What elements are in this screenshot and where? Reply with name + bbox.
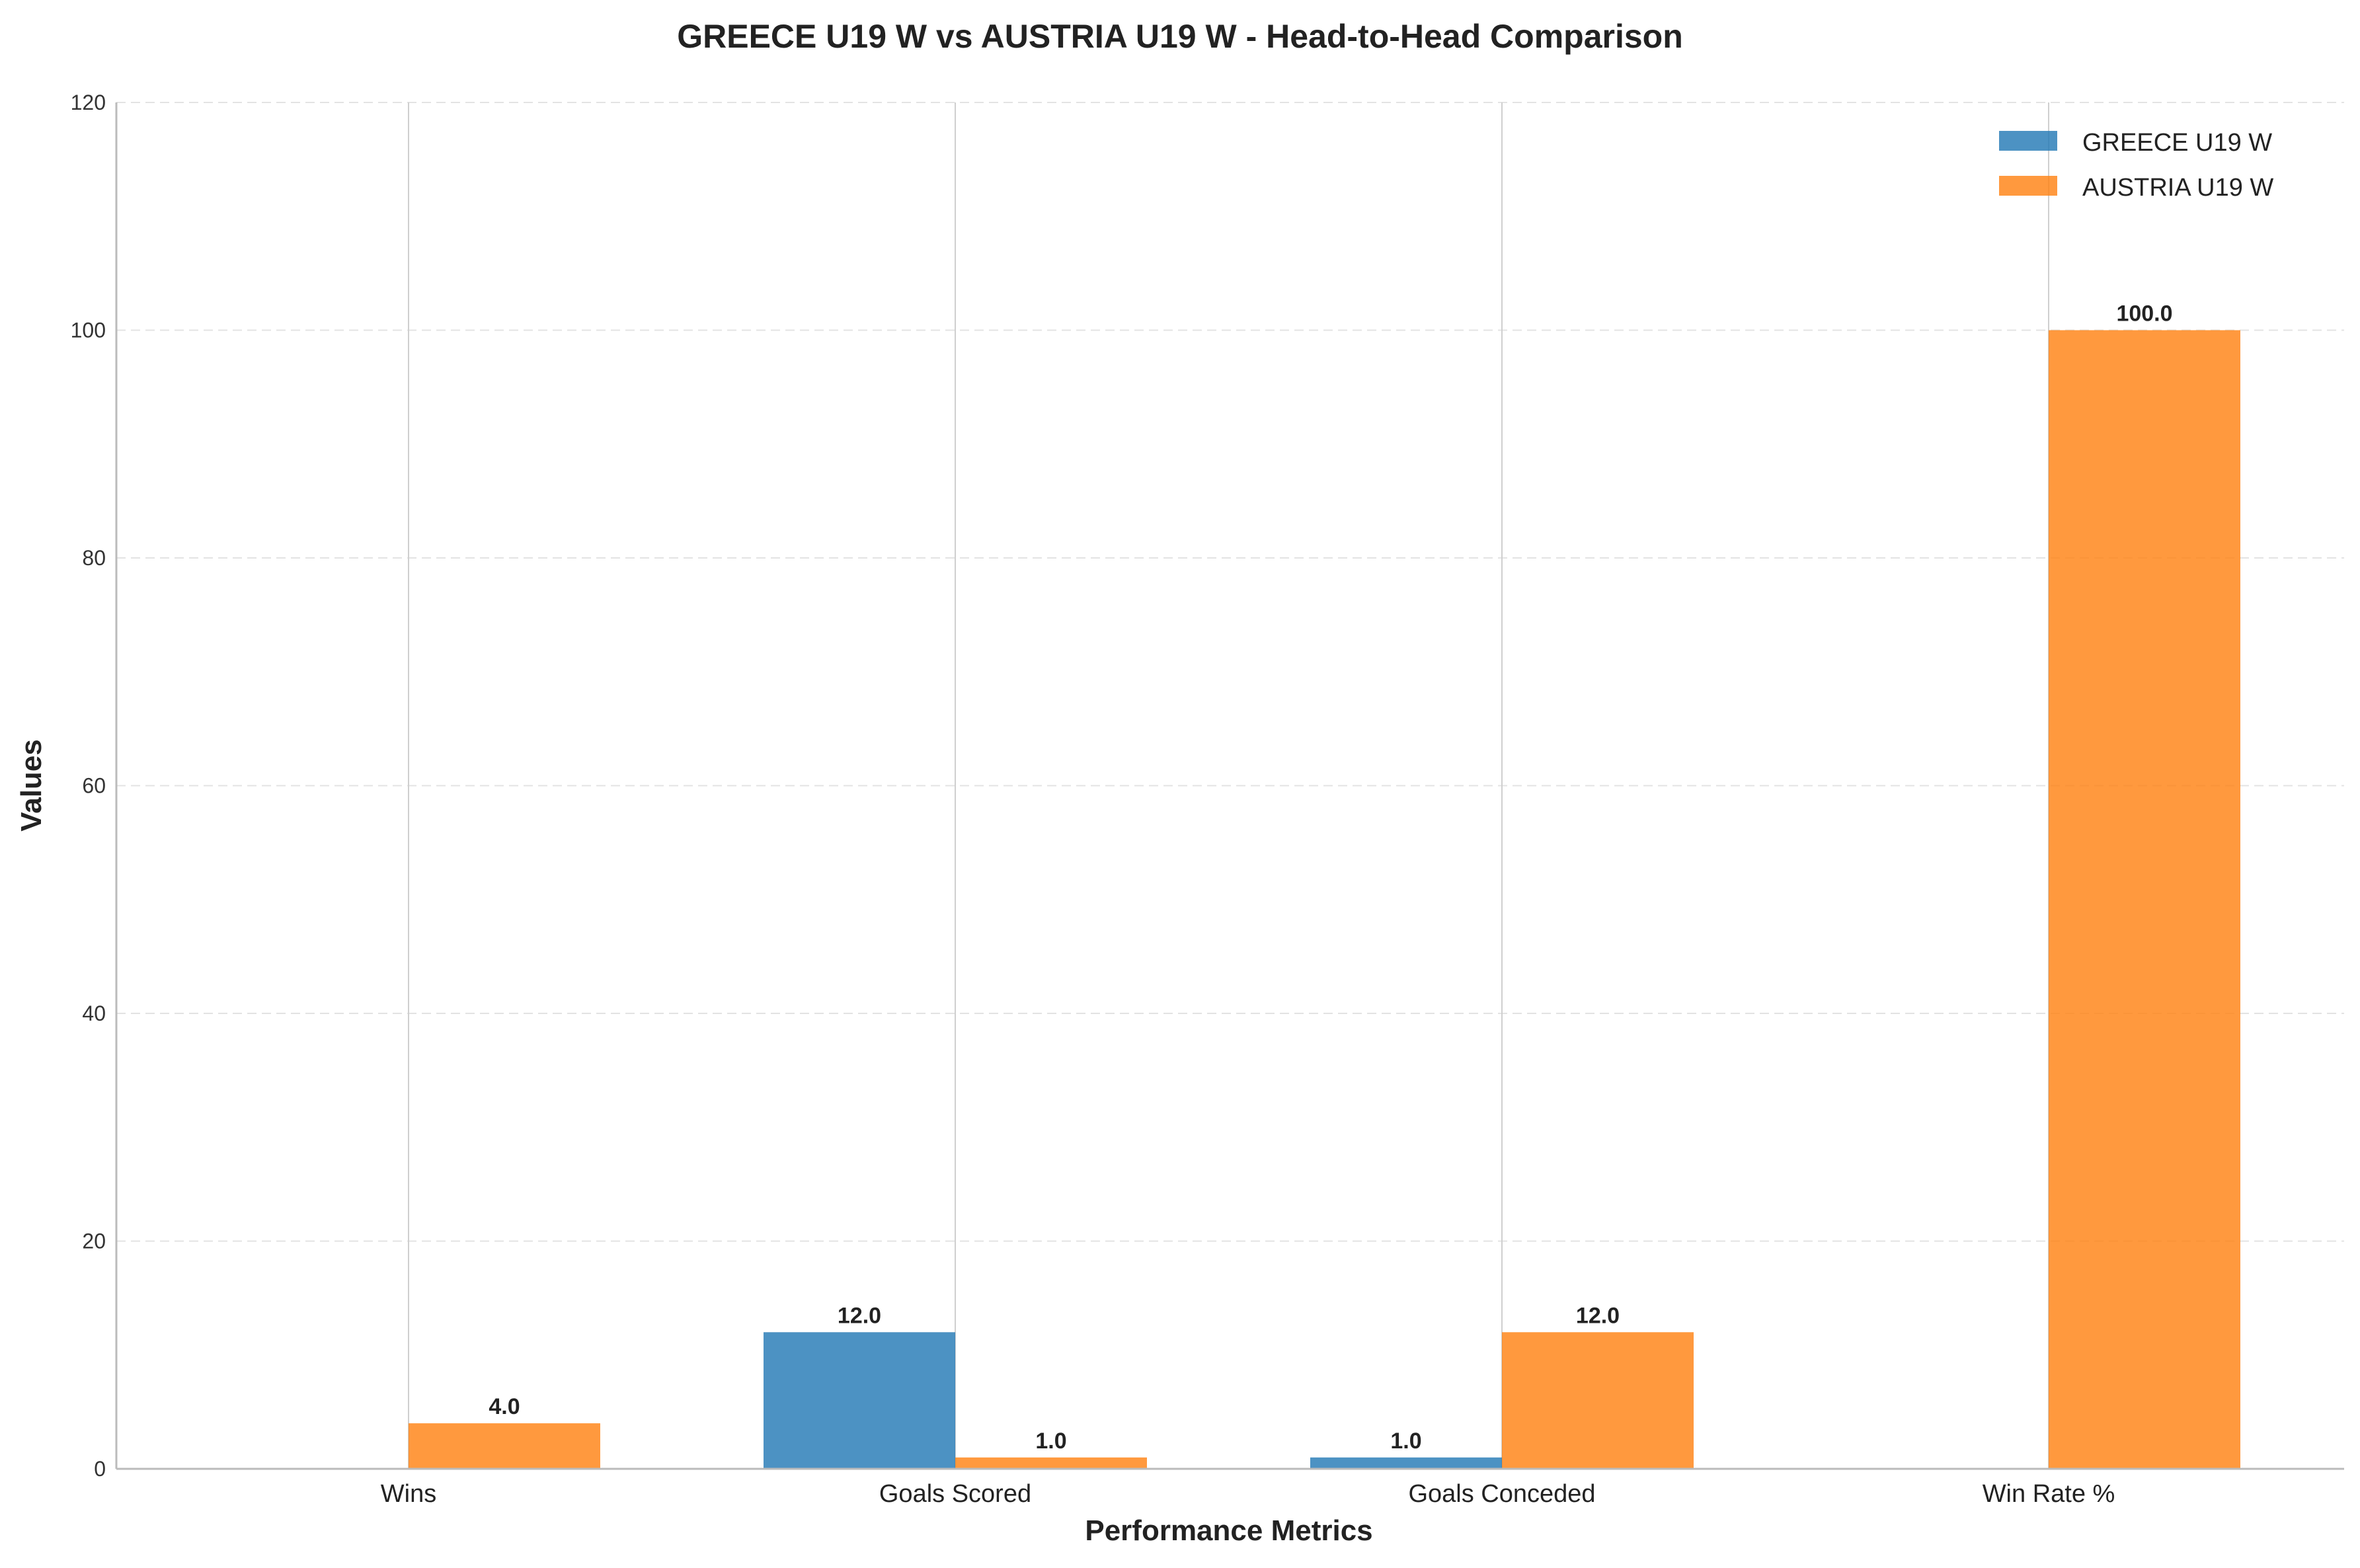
grid-lines (116, 102, 2344, 1242)
bar (1502, 1332, 1694, 1469)
data-label: 4.0 (489, 1394, 520, 1419)
bar (955, 1457, 1147, 1469)
y-tick-label: 100 (71, 319, 106, 342)
bar (409, 1423, 600, 1469)
x-tick-label: Win Rate % (1983, 1480, 2115, 1508)
legend-label-greece: GREECE U19 W (2082, 129, 2272, 157)
y-tick-label: 80 (82, 546, 106, 570)
data-label: 1.0 (1035, 1429, 1066, 1454)
y-tick-label: 60 (82, 774, 106, 798)
chart-title: GREECE U19 W vs AUSTRIA U19 W - Head-to-… (677, 18, 1683, 55)
y-tick-label: 0 (94, 1457, 106, 1481)
y-tick-labels: 0 20 40 60 80 100 120 (71, 91, 106, 1481)
bars (409, 330, 2240, 1469)
data-label: 12.0 (1576, 1303, 1620, 1328)
legend-label-austria: AUSTRIA U19 W (2082, 174, 2273, 202)
y-tick-label: 20 (82, 1230, 106, 1253)
x-axis-title: Performance Metrics (1085, 1514, 1372, 1547)
y-axis-title: Values (15, 739, 48, 831)
y-tick-label: 40 (82, 1001, 106, 1025)
x-tick-labels: Wins Goals Scored Goals Conceded Win Rate % (381, 1480, 2115, 1508)
data-label: 1.0 (1390, 1429, 1421, 1454)
data-labels: 12.0 1.0 4.0 1.0 12.0 100.0 (489, 301, 2172, 1454)
axes (115, 102, 2344, 1470)
bar (2049, 330, 2240, 1469)
bar (1310, 1457, 1502, 1469)
x-tick-label: Goals Conceded (1408, 1480, 1595, 1508)
x-tick-label: Wins (381, 1480, 436, 1508)
legend-swatch-greece (1999, 131, 2057, 151)
x-tick-label: Goals Scored (879, 1480, 1031, 1508)
data-label: 12.0 (838, 1303, 881, 1328)
legend-swatch-austria (1999, 176, 2057, 196)
bar (764, 1332, 955, 1469)
data-label: 100.0 (2116, 301, 2172, 327)
y-tick-label: 120 (71, 91, 106, 114)
legend: GREECE U19 W AUSTRIA U19 W (1999, 129, 2273, 202)
